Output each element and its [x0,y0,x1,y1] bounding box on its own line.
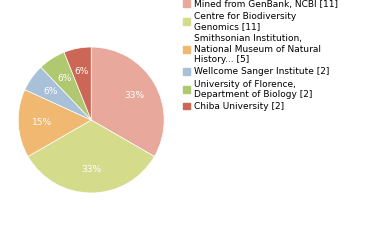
Text: 6%: 6% [44,87,58,96]
Wedge shape [91,47,164,156]
Legend: Mined from GenBank, NCBI [11], Centre for Biodiversity
Genomics [11], Smithsonia: Mined from GenBank, NCBI [11], Centre fo… [183,0,338,111]
Text: 33%: 33% [81,165,101,174]
Wedge shape [25,67,91,120]
Wedge shape [28,120,154,193]
Text: 6%: 6% [57,74,71,83]
Text: 33%: 33% [124,91,144,100]
Text: 15%: 15% [32,118,52,127]
Text: 6%: 6% [74,67,89,76]
Wedge shape [64,47,91,120]
Wedge shape [18,90,91,156]
Wedge shape [41,52,91,120]
